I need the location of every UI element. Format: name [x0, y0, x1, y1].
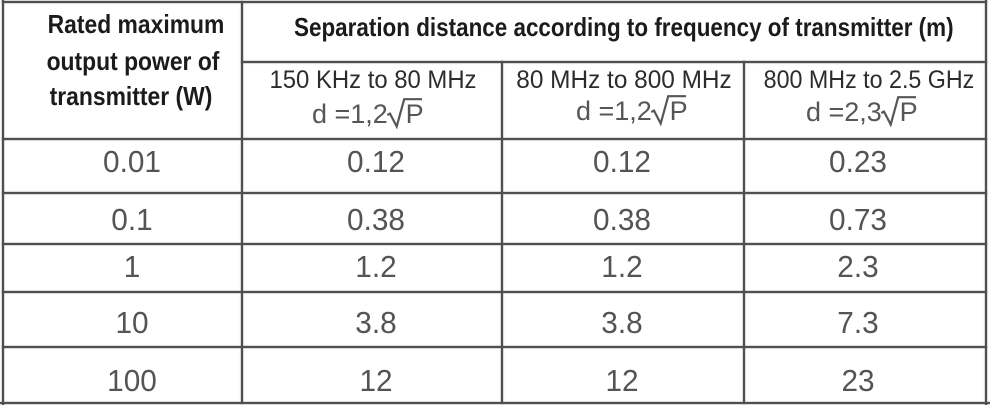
svg-text:P: P: [406, 99, 424, 129]
svg-text:P: P: [670, 96, 688, 126]
svg-text:d =1,2: d =1,2: [312, 99, 388, 129]
svg-text:d =2,3: d =2,3: [806, 97, 882, 127]
svg-text:P: P: [899, 97, 917, 127]
svg-text:d =1,2: d =1,2: [576, 96, 652, 126]
